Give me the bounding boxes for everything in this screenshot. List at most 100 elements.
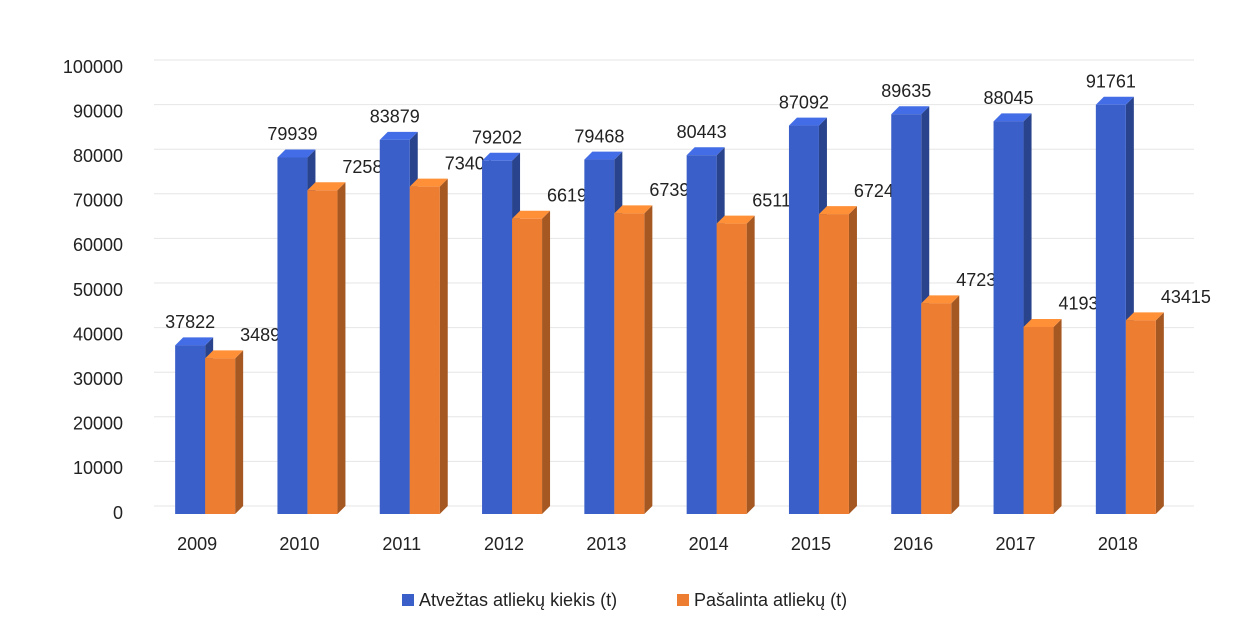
bar-side xyxy=(439,178,448,515)
bar-top xyxy=(512,210,551,219)
value-label: 80443 xyxy=(677,122,727,142)
bar-front xyxy=(921,303,952,514)
bar-front xyxy=(818,214,849,515)
y-tick-label: 50000 xyxy=(73,280,123,300)
x-tick-label: 2013 xyxy=(586,534,626,554)
bar-front xyxy=(307,190,338,514)
bar-top xyxy=(788,117,827,126)
bar-top xyxy=(1023,318,1062,327)
bar-front xyxy=(409,186,440,515)
bar-side xyxy=(951,295,960,514)
value-label: 88045 xyxy=(984,88,1034,108)
bar-top xyxy=(993,113,1032,122)
bar xyxy=(1125,312,1164,514)
x-tick-label: 2016 xyxy=(893,534,933,554)
value-label: 91761 xyxy=(1086,71,1136,91)
bar-top xyxy=(1095,96,1134,105)
x-tick-label: 2018 xyxy=(1098,534,1138,554)
x-tick-label: 2011 xyxy=(382,534,421,554)
bar-front xyxy=(482,160,513,514)
x-tick-label: 2014 xyxy=(689,534,729,554)
legend: Atvežtas atliekų kiekis (t) Pašalinta atl… xyxy=(402,590,847,610)
y-tick-label: 30000 xyxy=(73,369,123,389)
legend-label: Pašalinta atliekų (t) xyxy=(694,590,847,610)
legend-swatch xyxy=(402,594,414,606)
bar-front xyxy=(512,218,543,514)
bar-top xyxy=(409,178,448,187)
value-label: 83879 xyxy=(370,107,420,127)
bar-side xyxy=(235,350,244,514)
y-tick-label: 80000 xyxy=(73,146,123,166)
bar-side xyxy=(337,182,346,514)
bar-side xyxy=(848,206,857,515)
value-label: 79202 xyxy=(472,128,522,148)
bar xyxy=(205,350,244,514)
bar-side xyxy=(746,215,755,514)
y-tick-label: 70000 xyxy=(73,191,123,211)
bar-front xyxy=(686,155,717,514)
x-tick-label: 2010 xyxy=(279,534,319,554)
bar-top xyxy=(277,149,316,158)
bar-top xyxy=(205,350,244,359)
bar-front xyxy=(788,125,819,515)
value-label: 89635 xyxy=(881,81,931,101)
value-label: 87092 xyxy=(779,92,829,112)
bar-top xyxy=(716,215,755,224)
bar-side xyxy=(542,210,551,514)
bar xyxy=(921,295,960,514)
value-label: 37822 xyxy=(165,312,215,332)
bar-top xyxy=(175,337,214,346)
bar-top xyxy=(379,131,418,140)
bar-top xyxy=(614,205,653,214)
bar xyxy=(891,106,930,514)
bar xyxy=(409,178,448,515)
bar-side xyxy=(1155,312,1164,514)
bar-front xyxy=(379,139,410,514)
bar-top xyxy=(891,106,930,115)
bar-side xyxy=(1053,318,1062,514)
y-tick-label: 90000 xyxy=(73,101,123,121)
bar-top xyxy=(818,206,857,215)
bar-side xyxy=(644,205,653,515)
value-label: 79468 xyxy=(574,126,624,146)
legend-swatch xyxy=(677,594,689,606)
x-tick-label: 2012 xyxy=(484,534,524,554)
y-tick-label: 60000 xyxy=(73,235,123,255)
bar-front xyxy=(891,114,922,514)
bar-top xyxy=(921,295,960,304)
bar xyxy=(512,210,551,514)
x-tick-label: 2009 xyxy=(177,534,217,554)
y-tick-label: 0 xyxy=(113,503,123,523)
bar-top xyxy=(1125,312,1164,321)
y-tick-label: 40000 xyxy=(73,324,123,344)
value-label: 43415 xyxy=(1161,287,1211,307)
y-tick-label: 20000 xyxy=(73,414,123,434)
value-label: 79939 xyxy=(267,124,317,144)
bar-front xyxy=(993,121,1024,514)
bar-top xyxy=(584,151,623,160)
value-label: 65110 xyxy=(752,190,801,210)
bar-front xyxy=(584,159,615,514)
x-tick-label: 2015 xyxy=(791,534,831,554)
bar-front xyxy=(1095,104,1126,514)
y-tick-label: 100000 xyxy=(63,57,123,77)
bar xyxy=(818,206,857,515)
bar-top xyxy=(686,147,725,156)
bar xyxy=(307,182,346,514)
bar xyxy=(614,205,653,515)
bar-front xyxy=(716,223,747,514)
bar-front xyxy=(277,157,308,515)
bar-top xyxy=(482,152,521,161)
bar-front xyxy=(1023,326,1054,514)
bar-front xyxy=(205,358,236,514)
bar-front xyxy=(175,345,206,514)
legend-label: Atvežtas atliekų kiekis (t) xyxy=(419,590,617,610)
bar-top xyxy=(307,182,346,191)
bar-front xyxy=(1125,320,1156,514)
bar-front xyxy=(614,213,645,515)
bar xyxy=(716,215,755,514)
bar xyxy=(1023,318,1062,514)
y-tick-label: 10000 xyxy=(73,458,123,478)
x-tick-label: 2017 xyxy=(996,534,1036,554)
